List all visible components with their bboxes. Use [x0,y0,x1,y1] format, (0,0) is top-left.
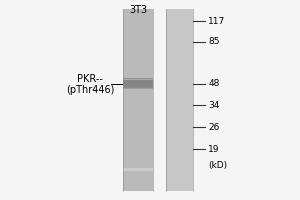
Text: 85: 85 [208,37,220,46]
Text: 117: 117 [208,17,226,26]
Text: 3T3: 3T3 [129,5,147,15]
Text: 19: 19 [208,145,220,154]
Bar [123,168,153,171]
Bar [123,87,153,88]
Text: 48: 48 [208,79,220,88]
Bar [123,9,153,191]
Text: (kD): (kD) [208,161,227,170]
Bar [123,79,153,80]
Text: PKR--: PKR-- [77,74,103,84]
Text: 26: 26 [208,123,220,132]
Text: (pThr446): (pThr446) [66,85,115,95]
Bar [123,78,153,79]
Bar [123,80,153,87]
Text: 34: 34 [208,101,220,110]
Bar [123,88,153,89]
Bar [167,9,193,191]
